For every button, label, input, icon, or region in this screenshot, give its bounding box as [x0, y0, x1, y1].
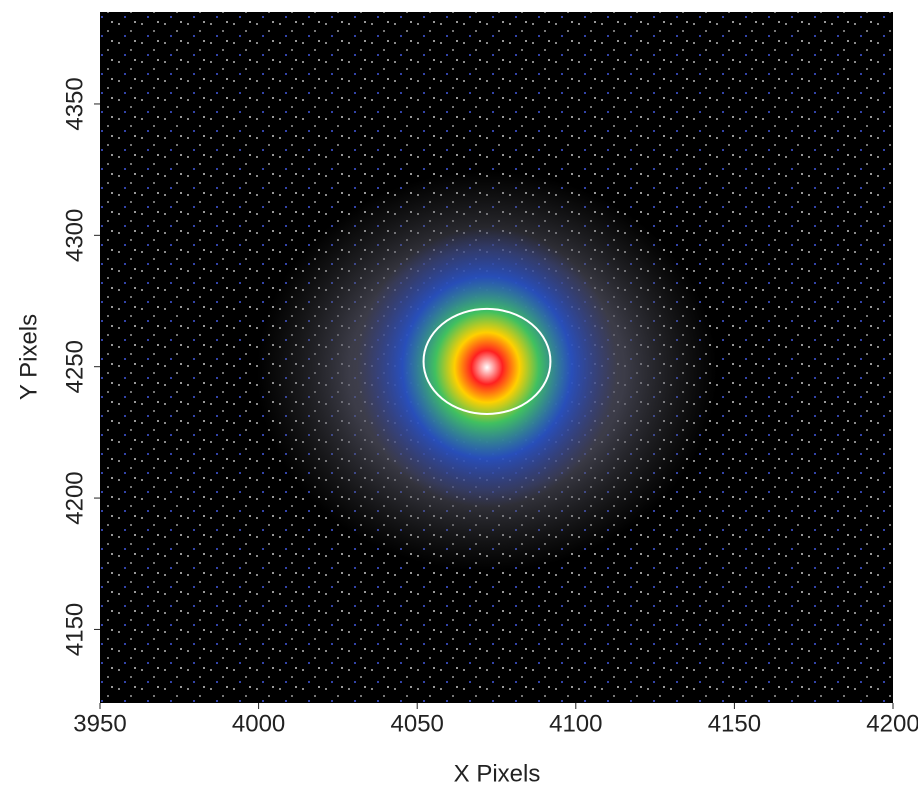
y-tick-label: 4150 [61, 603, 88, 656]
x-tick-label: 4100 [549, 710, 602, 737]
x-tick-label: 3950 [73, 710, 126, 737]
y-tick-label: 4350 [61, 77, 88, 130]
source-core [357, 227, 617, 507]
x-axis-label: X Pixels [454, 760, 541, 787]
x-tick-label: 4050 [391, 710, 444, 737]
plot-area [100, 12, 893, 703]
page: X Pixels Y Pixels 3950 4000 4050 4100 4150 42… [0, 0, 918, 787]
y-axis-label: Y Pixels [15, 314, 42, 400]
x-tick-label: 4150 [708, 710, 761, 737]
y-tick-label: 4300 [61, 209, 88, 262]
y-tick-label: 4250 [61, 340, 88, 393]
x-tick-label: 4000 [232, 710, 285, 737]
y-tick-label: 4200 [61, 471, 88, 524]
chart: X Pixels Y Pixels 3950 4000 4050 4100 4150 42… [0, 0, 918, 787]
x-tick-label: 4200 [866, 710, 918, 737]
